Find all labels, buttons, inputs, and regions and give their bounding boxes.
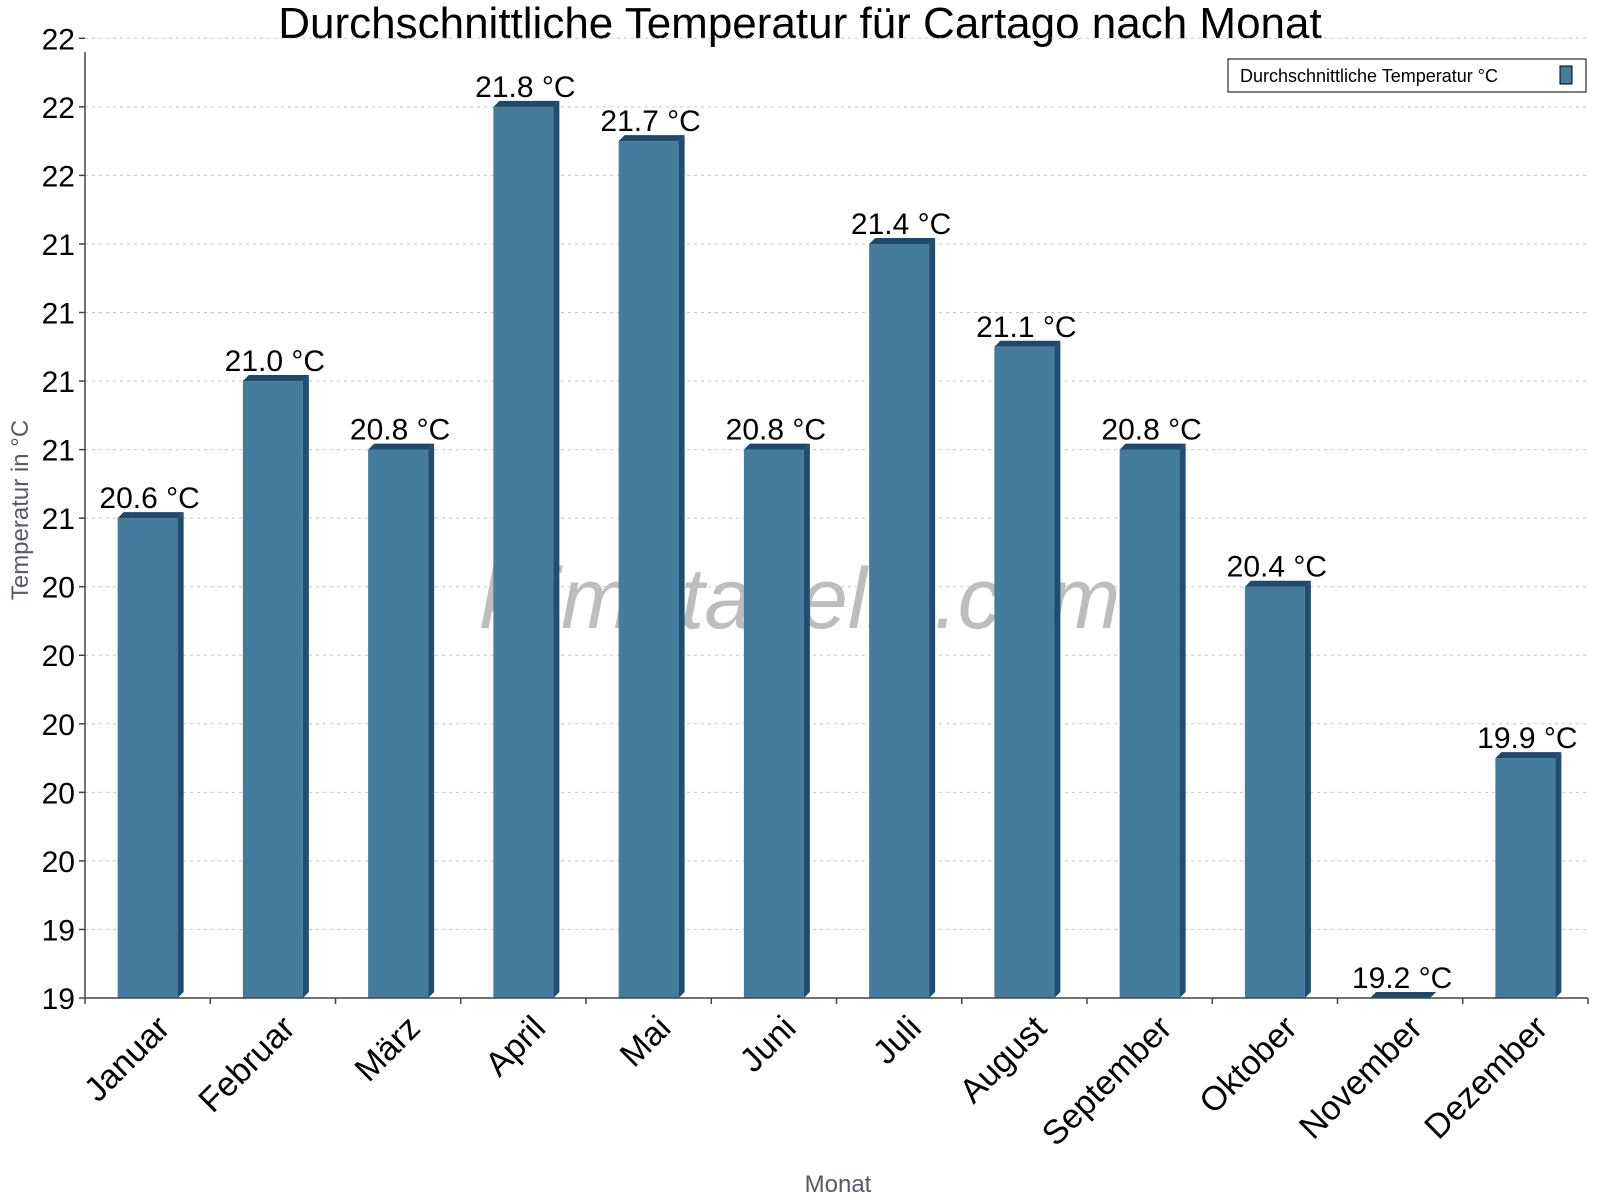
x-tick-label: November (1292, 1009, 1430, 1147)
bar-front (869, 243, 930, 999)
bar-top (1370, 992, 1437, 998)
bar-front (994, 346, 1055, 998)
bar-juni (743, 443, 810, 998)
bar-top (117, 512, 184, 519)
bar-front (493, 106, 554, 998)
bar-top (743, 443, 810, 450)
bar-side (428, 443, 435, 998)
bar-märz (368, 443, 435, 998)
bar-front (1495, 758, 1556, 998)
data-label: 21.1 °C (976, 311, 1076, 344)
x-tick-label: Juli (866, 1009, 929, 1072)
x-tick-label: September (1035, 1009, 1179, 1153)
bar-side (1179, 443, 1186, 998)
bar-juli (869, 237, 936, 999)
bar-top (1119, 443, 1186, 450)
bar-oktober (1244, 580, 1311, 998)
legend: Durchschnittliche Temperatur °C (1227, 58, 1587, 93)
y-axis-label: Temperatur in °C (7, 420, 34, 600)
x-tick-label: Juni (733, 1009, 804, 1080)
legend-label: Durchschnittliche Temperatur °C (1240, 66, 1498, 86)
bar-april (493, 100, 560, 998)
bar-front (242, 381, 303, 999)
x-tick-label: Februar (191, 1009, 302, 1120)
y-tick-label: 22 (42, 23, 75, 56)
legend-box (1227, 58, 1587, 93)
bar-januar (117, 512, 184, 998)
y-tick-label: 19 (42, 914, 75, 947)
bar-side (1304, 580, 1311, 998)
y-tick-label: 20 (42, 572, 75, 605)
bar-side (803, 443, 810, 998)
data-label: 20.8 °C (726, 414, 826, 447)
bar-september (1119, 443, 1186, 998)
bar-side (929, 237, 936, 999)
data-label: 21.0 °C (225, 345, 325, 378)
bar-november (1370, 992, 1437, 998)
bar-dezember (1495, 752, 1562, 998)
data-label: 20.4 °C (1227, 551, 1327, 584)
y-tick-label: 20 (42, 846, 75, 879)
bar-front (743, 449, 804, 998)
x-tick-label: März (347, 1009, 427, 1089)
y-tick-label: 21 (42, 297, 75, 330)
y-tick-label: 20 (42, 777, 75, 810)
grid-lines (85, 37, 1588, 930)
x-tick-label: April (478, 1009, 553, 1084)
y-tick-label: 22 (42, 92, 75, 125)
data-label: 19.2 °C (1352, 962, 1452, 995)
data-label: 21.8 °C (475, 71, 575, 104)
data-label: 20.8 °C (350, 414, 450, 447)
legend-swatch (1559, 65, 1573, 85)
x-axis-label: Monat (805, 1171, 872, 1198)
bar-front (618, 141, 679, 998)
bar-top (618, 135, 685, 142)
y-tick-label: 21 (42, 229, 75, 262)
bar-top (1244, 580, 1311, 587)
chart-title: Durchschnittliche Temperatur für Cartago… (278, 0, 1321, 48)
bar-top (242, 375, 309, 382)
x-tick-label: Januar (77, 1009, 177, 1109)
x-tick-label: Dezember (1417, 1009, 1555, 1147)
y-tick-label: 21 (42, 435, 75, 468)
bars: 20.6 °C 21.0 °C 20.8 °C 21.8 °C 21.7 °C 20.8 … (99, 71, 1578, 999)
bar-top (869, 237, 936, 244)
bar-februar (242, 375, 309, 999)
y-tick-label: 21 (42, 366, 75, 399)
y-tick-label: 19 (42, 983, 75, 1016)
y-tick-label: 20 (42, 640, 75, 673)
bar-side (553, 100, 560, 998)
bar-front (368, 449, 429, 998)
data-label: 19.9 °C (1477, 722, 1577, 755)
bar-august (994, 340, 1061, 998)
y-tick-label: 20 (42, 709, 75, 742)
bar-top (994, 340, 1061, 347)
bar-side (1054, 340, 1061, 998)
bar-top (1495, 752, 1562, 759)
data-label: 20.6 °C (99, 482, 199, 515)
bar-top (368, 443, 435, 450)
bar-front (1244, 586, 1305, 998)
bar-side (1555, 752, 1562, 998)
bar-top (493, 100, 560, 107)
data-label: 21.4 °C (851, 208, 951, 241)
bar-side (302, 375, 309, 999)
bar-mai (618, 135, 685, 998)
y-tick-label: 21 (42, 503, 75, 536)
bar-side (678, 135, 685, 998)
bar-front (1119, 449, 1180, 998)
x-tick-label: August (952, 1008, 1054, 1110)
bar-side (177, 512, 184, 998)
y-tick-label: 22 (42, 160, 75, 193)
x-tick-label: Mai (613, 1009, 679, 1075)
bar-front (117, 518, 178, 998)
data-label: 20.8 °C (1101, 414, 1201, 447)
x-tick-label: Oktober (1192, 1009, 1304, 1121)
data-label: 21.7 °C (600, 105, 700, 138)
